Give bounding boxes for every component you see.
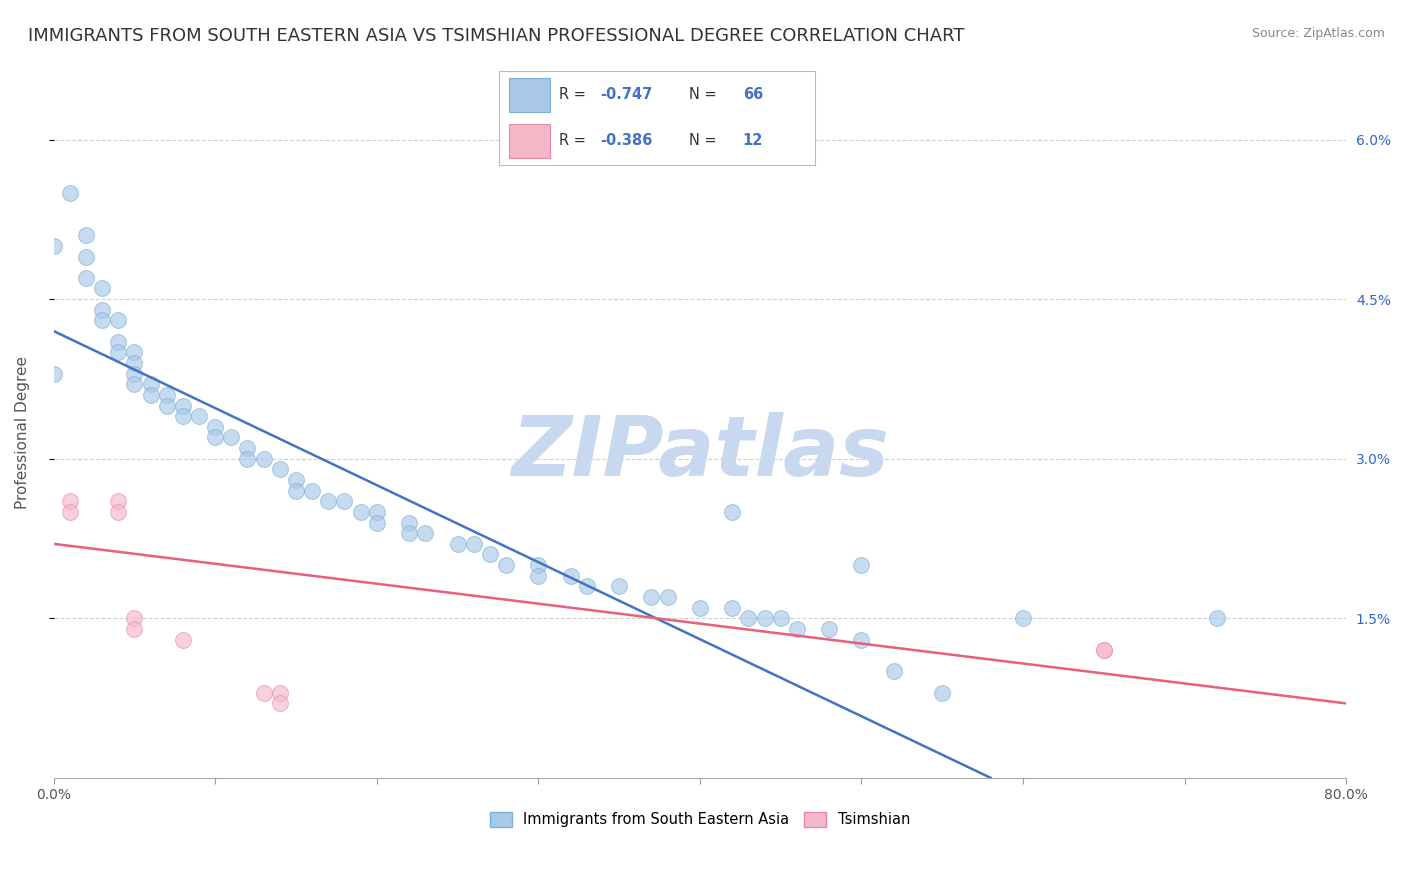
- Point: [446, 537, 468, 551]
- Point: [284, 483, 307, 498]
- Legend: Immigrants from South Eastern Asia, Tsimshian: Immigrants from South Eastern Asia, Tsim…: [484, 805, 915, 833]
- Bar: [509, 78, 550, 112]
- Text: 66: 66: [742, 87, 763, 103]
- Point: [107, 505, 129, 519]
- Point: [1092, 643, 1115, 657]
- Point: [607, 579, 630, 593]
- Text: N =: N =: [689, 133, 721, 148]
- Point: [204, 430, 226, 444]
- Point: [737, 611, 759, 625]
- Point: [107, 313, 129, 327]
- Point: [124, 377, 146, 392]
- Point: [463, 537, 485, 551]
- Point: [478, 548, 501, 562]
- Point: [1092, 643, 1115, 657]
- Point: [398, 516, 420, 530]
- Point: [124, 345, 146, 359]
- Point: [42, 367, 65, 381]
- Point: [204, 419, 226, 434]
- Point: [721, 505, 744, 519]
- Point: [1012, 611, 1035, 625]
- Point: [107, 494, 129, 508]
- Text: IMMIGRANTS FROM SOUTH EASTERN ASIA VS TSIMSHIAN PROFESSIONAL DEGREE CORRELATION : IMMIGRANTS FROM SOUTH EASTERN ASIA VS TS…: [28, 27, 965, 45]
- Point: [253, 451, 276, 466]
- Point: [172, 399, 194, 413]
- Text: -0.386: -0.386: [600, 133, 652, 148]
- Point: [284, 473, 307, 487]
- Point: [769, 611, 792, 625]
- Point: [75, 270, 97, 285]
- Point: [172, 632, 194, 647]
- Point: [59, 494, 82, 508]
- Point: [721, 600, 744, 615]
- Point: [301, 483, 323, 498]
- Point: [413, 526, 436, 541]
- Point: [333, 494, 356, 508]
- Point: [59, 505, 82, 519]
- Point: [253, 686, 276, 700]
- Point: [657, 590, 679, 604]
- Text: N =: N =: [689, 87, 721, 103]
- Text: R =: R =: [560, 87, 591, 103]
- Point: [236, 441, 259, 455]
- Point: [349, 505, 371, 519]
- Text: 12: 12: [742, 133, 763, 148]
- Point: [366, 516, 388, 530]
- Point: [156, 388, 179, 402]
- Point: [1206, 611, 1229, 625]
- Point: [818, 622, 841, 636]
- Point: [139, 377, 162, 392]
- Point: [124, 611, 146, 625]
- Text: Source: ZipAtlas.com: Source: ZipAtlas.com: [1251, 27, 1385, 40]
- Point: [236, 451, 259, 466]
- Point: [188, 409, 211, 424]
- Point: [124, 356, 146, 370]
- Point: [75, 250, 97, 264]
- Point: [316, 494, 339, 508]
- Text: ZIPatlas: ZIPatlas: [510, 412, 889, 493]
- Point: [172, 409, 194, 424]
- Point: [42, 239, 65, 253]
- Point: [75, 228, 97, 243]
- Point: [754, 611, 776, 625]
- Point: [527, 568, 550, 582]
- Point: [366, 505, 388, 519]
- Point: [495, 558, 517, 573]
- Point: [91, 313, 114, 327]
- Point: [689, 600, 711, 615]
- Point: [269, 686, 291, 700]
- Point: [931, 686, 953, 700]
- Point: [560, 568, 582, 582]
- Point: [107, 345, 129, 359]
- Point: [269, 462, 291, 476]
- Point: [883, 665, 905, 679]
- Point: [527, 558, 550, 573]
- Bar: [509, 124, 550, 158]
- Text: R =: R =: [560, 133, 591, 148]
- Point: [59, 186, 82, 200]
- Point: [221, 430, 243, 444]
- Text: -0.747: -0.747: [600, 87, 652, 103]
- Point: [575, 579, 598, 593]
- Point: [124, 367, 146, 381]
- Point: [851, 558, 873, 573]
- Point: [269, 697, 291, 711]
- Point: [786, 622, 808, 636]
- Point: [139, 388, 162, 402]
- Point: [107, 334, 129, 349]
- Point: [124, 622, 146, 636]
- Point: [91, 281, 114, 295]
- Point: [156, 399, 179, 413]
- Point: [851, 632, 873, 647]
- Y-axis label: Professional Degree: Professional Degree: [15, 356, 30, 508]
- Point: [398, 526, 420, 541]
- Point: [640, 590, 662, 604]
- Point: [91, 302, 114, 317]
